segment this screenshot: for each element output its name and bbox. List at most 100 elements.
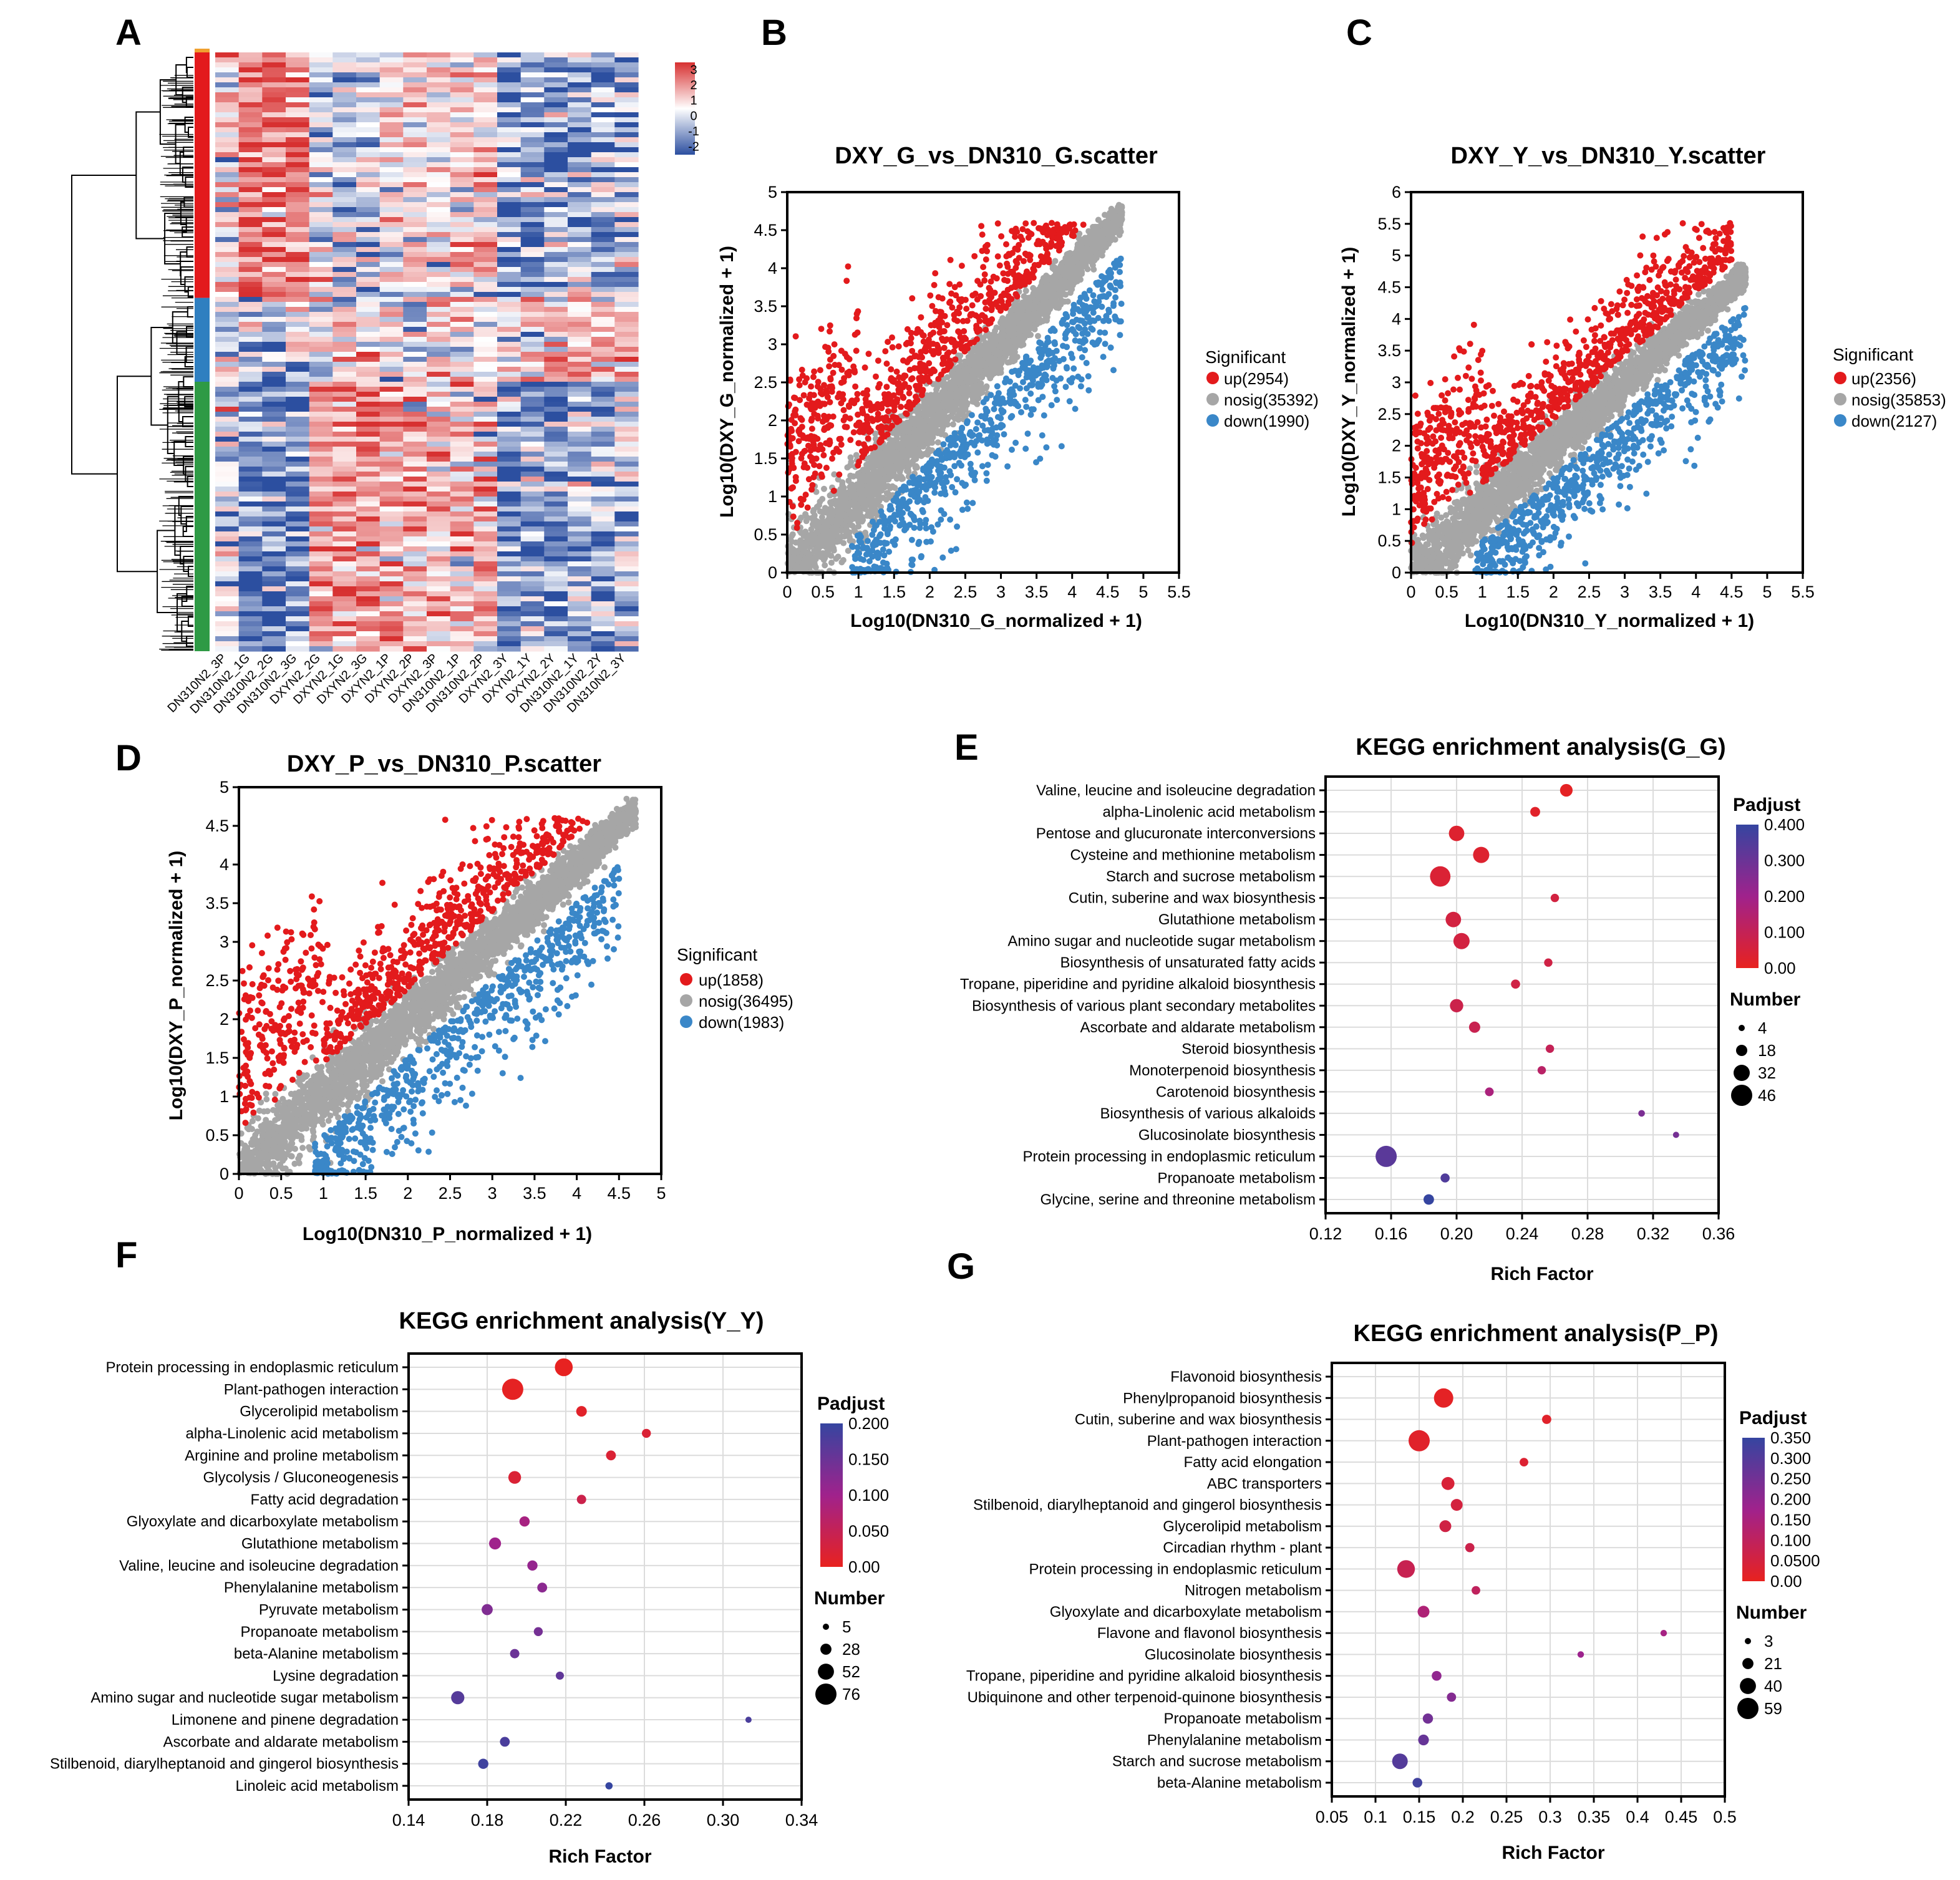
heatmap-cell: [450, 606, 474, 612]
heatmap-cell: [520, 646, 545, 652]
heatmap-cell: [614, 501, 639, 507]
heatmap-cell: [262, 566, 286, 572]
heatmap-cell: [379, 212, 404, 218]
heatmap-cell: [262, 142, 286, 148]
heatmap-cell: [473, 52, 498, 58]
heatmap-cell: [520, 182, 545, 188]
heatmap-cell: [262, 127, 286, 133]
heatmap-cell: [427, 497, 451, 502]
heatmap-cell: [262, 342, 286, 347]
heatmap-cell: [286, 526, 310, 532]
heatmap-cell: [497, 167, 522, 173]
heatmap-cell: [286, 247, 310, 253]
heatmap-cell: [309, 467, 333, 472]
heatmap-cell: [286, 212, 310, 218]
heatmap-cell: [379, 447, 404, 452]
heatmap-cell: [614, 457, 639, 462]
heatmap-cell: [473, 576, 498, 582]
heatmap-cell: [262, 337, 286, 342]
heatmap-cell: [403, 187, 427, 193]
heatmap-cell: [215, 57, 240, 63]
heatmap-cell: [568, 566, 592, 572]
dendrogram-branch: [184, 276, 193, 293]
heatmap-cell: [568, 576, 592, 582]
heatmap-cell: [332, 601, 357, 607]
heatmap-cell: [520, 497, 545, 502]
heatmap-cell: [427, 82, 451, 88]
heatmap-cell: [215, 397, 240, 402]
heatmap-cell: [286, 282, 310, 288]
heatmap-cell: [379, 227, 404, 233]
heatmap-cell: [379, 477, 404, 482]
heatmap-cell: [497, 137, 522, 143]
heatmap-cell: [591, 202, 615, 208]
heatmap-cell: [286, 556, 310, 562]
heatmap-cell: [215, 277, 240, 283]
heatmap-cell: [238, 267, 263, 273]
heatmap-cell: [614, 402, 639, 407]
heatmap-cell: [309, 506, 333, 512]
heatmap-cell: [544, 397, 568, 402]
heatmap-cell: [568, 392, 592, 397]
heatmap-cell: [356, 571, 381, 577]
heatmap-cell: [450, 407, 474, 412]
heatmap-cell: [450, 462, 474, 467]
heatmap-cell: [520, 252, 545, 258]
heatmap-cell: [262, 232, 286, 238]
heatmap-cell: [614, 342, 639, 347]
heatmap-cell: [403, 152, 427, 158]
heatmap-cell: [238, 487, 263, 492]
heatmap-cell: [332, 591, 357, 597]
cluster-color-bar: [195, 49, 210, 651]
heatmap-cell: [614, 556, 639, 562]
heatmap-cell: [450, 457, 474, 462]
heatmap-cell: [450, 397, 474, 402]
heatmap-cell: [427, 147, 451, 153]
heatmap-cell: [286, 187, 310, 193]
heatmap-cell: [614, 472, 639, 477]
heatmap-cell: [520, 282, 545, 288]
chart-title-b: DXY_G_vs_DN310_G.scatter: [835, 143, 1158, 169]
heatmap-cell: [520, 457, 545, 462]
heatmap-cell: [309, 442, 333, 447]
heatmap-cell: [403, 392, 427, 397]
heatmap-cell: [262, 282, 286, 288]
heatmap-cell: [332, 312, 357, 317]
heatmap-cell: [403, 467, 427, 472]
heatmap-cell: [473, 397, 498, 402]
heatmap-cell: [520, 327, 545, 332]
heatmap-cell: [215, 392, 240, 397]
heatmap-cell: [332, 467, 357, 472]
heatmap-cell: [544, 556, 568, 562]
heat-scale-tick-label: -1: [688, 125, 699, 138]
heatmap-cell: [286, 302, 310, 308]
heatmap-cell: [332, 412, 357, 417]
heatmap-cell: [286, 536, 310, 542]
heatmap-cell: [403, 307, 427, 313]
heatmap-cell: [262, 616, 286, 622]
heatmap-cell: [450, 62, 474, 68]
heatmap-cell: [262, 192, 286, 198]
heatmap-cell: [286, 237, 310, 243]
heatmap-cell: [568, 442, 592, 447]
heatmap-cell: [520, 596, 545, 602]
heatmap-cell: [427, 516, 451, 522]
heatmap-cell: [614, 506, 639, 512]
heatmap-cell: [238, 422, 263, 427]
heat-scale-bar: [675, 62, 695, 155]
heatmap-cell: [403, 87, 427, 93]
heatmap-cell: [286, 312, 310, 317]
heatmap-cell: [403, 237, 427, 243]
heatmap-cell: [262, 482, 286, 487]
heatmap-cell: [497, 107, 522, 113]
heatmap-cell: [332, 277, 357, 283]
heatmap-cell: [403, 302, 427, 308]
dendrogram-branch: [117, 376, 158, 573]
heatmap-cell: [473, 616, 498, 622]
heatmap-cell: [450, 576, 474, 582]
heatmap-cell: [309, 92, 333, 98]
heatmap-cell: [403, 212, 427, 218]
heatmap-cell: [309, 327, 333, 332]
heatmap-cell: [427, 392, 451, 397]
heatmap-cell: [356, 137, 381, 143]
